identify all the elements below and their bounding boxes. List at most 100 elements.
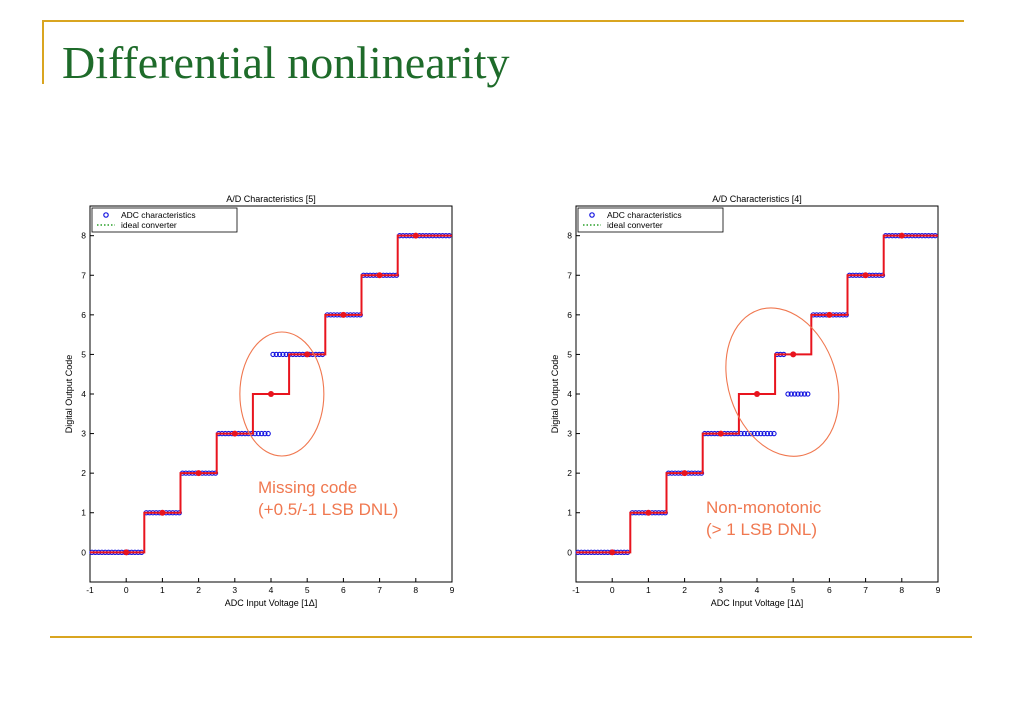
x-tick-label: 3: [232, 585, 237, 595]
y-tick-label: 8: [81, 231, 86, 241]
adc-marker: [801, 391, 808, 397]
ideal-point: [231, 430, 238, 437]
annotation-text: (+0.5/-1 LSB DNL): [258, 500, 398, 519]
y-tick-label: 4: [81, 389, 86, 399]
annotation-text: Missing code: [258, 478, 357, 497]
y-tick-label: 4: [567, 389, 572, 399]
x-tick-label: 1: [646, 585, 651, 595]
adc-marker: [262, 430, 268, 437]
ideal-point: [754, 391, 760, 397]
chart-missing-code: A/D Characteristics [5] -1 0 1 2 3 4 5 6 7 8 9 0 1 2 3 4…: [64, 194, 455, 608]
x-tick-label: -1: [86, 585, 94, 595]
y-tick-label: 3: [81, 429, 86, 439]
adc-marker: [764, 430, 771, 437]
top-rule: [42, 20, 964, 22]
adc-marker: [805, 391, 811, 397]
ideal-point: [340, 311, 347, 318]
x-tick-label: 5: [305, 585, 310, 595]
y-tick-label: 6: [81, 310, 86, 320]
adc-marker: [273, 351, 279, 358]
adc-marker: [754, 430, 761, 437]
y-axis-label: Digital Output Code: [550, 355, 560, 434]
x-tick-label: 2: [196, 585, 201, 595]
annotation-ellipse: [239, 331, 325, 457]
y-tick-label: 0: [81, 547, 86, 557]
ideal-point: [609, 549, 616, 556]
x-tick-label: 8: [413, 585, 418, 595]
adc-marker: [788, 391, 794, 397]
slide-title: Differential nonlinearity: [62, 37, 510, 88]
y-tick-label: 0: [567, 547, 572, 557]
y-tick-label: 8: [567, 231, 572, 241]
adc-marker: [751, 430, 757, 437]
annotation-ellipse: [725, 307, 840, 457]
legend-adc-marker: [103, 212, 109, 218]
adc-marker: [771, 430, 777, 437]
y-tick-label: 2: [81, 468, 86, 478]
adc-marker: [785, 391, 791, 397]
left-rule: [42, 20, 44, 84]
y-tick-label: 7: [567, 270, 572, 280]
annotation-text: Non-monotonic: [706, 498, 822, 517]
legend-label: ADC characteristics: [607, 210, 682, 220]
adc-marker: [748, 430, 754, 437]
x-tick-label: 3: [718, 585, 723, 595]
ideal-point: [268, 391, 274, 397]
y-tick-label: 5: [567, 349, 572, 359]
x-tick-label: 6: [827, 585, 832, 595]
chart-title: A/D Characteristics [4]: [712, 194, 802, 204]
y-tick-label: 1: [81, 508, 86, 518]
legend-box: [91, 207, 238, 233]
adc-marker: [758, 430, 764, 437]
x-tick-label: 6: [341, 585, 346, 595]
x-tick-label: 5: [791, 585, 796, 595]
adc-marker: [270, 351, 276, 358]
x-tick-label: 0: [124, 585, 129, 595]
adc-marker: [761, 430, 767, 437]
y-tick-label: 5: [81, 349, 86, 359]
adc-marker: [255, 430, 261, 437]
legend-label: ADC characteristics: [121, 210, 196, 220]
x-axis-label: ADC Input Voltage [1Δ]: [225, 598, 318, 608]
adc-marker: [791, 391, 798, 397]
x-tick-label: 9: [936, 585, 941, 595]
ideal-point: [159, 509, 166, 516]
adc-marker: [265, 430, 271, 437]
x-tick-label: 9: [450, 585, 455, 595]
adc-marker: [798, 391, 804, 397]
adc-marker: [795, 391, 801, 397]
y-axis-label: Digital Output Code: [64, 355, 74, 434]
bottom-rule: [50, 636, 972, 638]
legend-label: ideal converter: [121, 220, 177, 230]
legend-label: ideal converter: [607, 220, 663, 230]
ideal-point: [645, 509, 652, 516]
ideal-point: [195, 470, 202, 477]
x-axis-label: ADC Input Voltage [1Δ]: [711, 598, 804, 608]
ideal-point: [898, 232, 905, 239]
x-tick-label: 0: [610, 585, 615, 595]
chart-non-monotonic: A/D Characteristics [4] -1 0 1 2 3 4 5 6 7 8 9 0 1 2 3 4…: [550, 194, 941, 608]
x-tick-label: 7: [377, 585, 382, 595]
y-tick-label: 1: [567, 508, 572, 518]
chart-title: A/D Characteristics [5]: [226, 194, 316, 204]
ideal-point: [681, 470, 688, 477]
x-tick-label: 7: [863, 585, 868, 595]
ideal-point: [717, 430, 724, 437]
ideal-point: [376, 272, 383, 279]
adc-marker: [276, 351, 283, 358]
legend-adc-marker: [589, 212, 595, 218]
ideal-point: [123, 549, 130, 556]
legend-box: [577, 207, 724, 233]
adc-marker: [280, 351, 286, 358]
ideal-point: [862, 272, 869, 279]
x-tick-label: 4: [269, 585, 274, 595]
y-tick-label: 2: [567, 468, 572, 478]
adc-marker: [741, 430, 747, 437]
ideal-point: [304, 351, 311, 358]
y-tick-label: 7: [81, 270, 86, 280]
x-tick-label: 1: [160, 585, 165, 595]
ideal-point: [790, 351, 797, 358]
ideal-point: [412, 232, 419, 239]
adc-marker: [768, 430, 774, 437]
